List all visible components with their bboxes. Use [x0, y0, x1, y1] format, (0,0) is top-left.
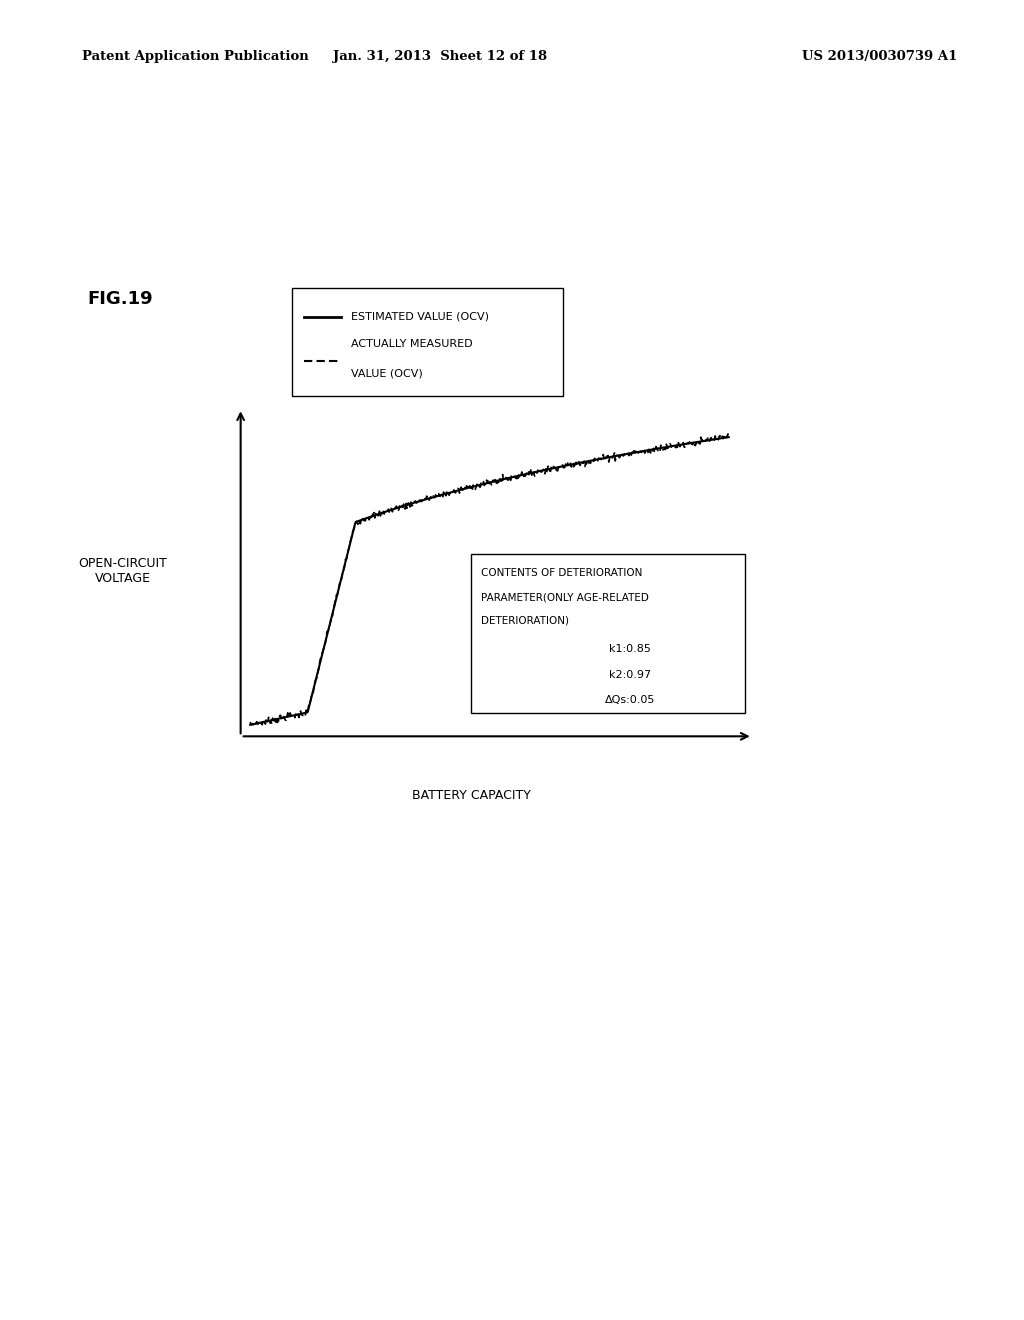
Text: DETERIORATION): DETERIORATION) [481, 616, 569, 626]
Text: US 2013/0030739 A1: US 2013/0030739 A1 [802, 50, 957, 63]
Text: FIG.19: FIG.19 [87, 290, 153, 309]
Text: VALUE (OCV): VALUE (OCV) [351, 368, 423, 379]
Text: k2:0.97: k2:0.97 [609, 669, 651, 680]
Text: k1:0.85: k1:0.85 [609, 644, 651, 655]
Text: ESTIMATED VALUE (OCV): ESTIMATED VALUE (OCV) [351, 312, 489, 322]
Text: ΔQs:0.05: ΔQs:0.05 [605, 696, 655, 705]
Text: Patent Application Publication: Patent Application Publication [82, 50, 308, 63]
Text: OPEN-CIRCUIT
VOLTAGE: OPEN-CIRCUIT VOLTAGE [79, 557, 167, 585]
Text: Jan. 31, 2013  Sheet 12 of 18: Jan. 31, 2013 Sheet 12 of 18 [333, 50, 548, 63]
Text: PARAMETER(ONLY AGE-RELATED: PARAMETER(ONLY AGE-RELATED [481, 593, 649, 602]
Text: ACTUALLY MEASURED: ACTUALLY MEASURED [351, 339, 473, 350]
Text: BATTERY CAPACITY: BATTERY CAPACITY [412, 789, 530, 803]
Text: CONTENTS OF DETERIORATION: CONTENTS OF DETERIORATION [481, 569, 643, 578]
